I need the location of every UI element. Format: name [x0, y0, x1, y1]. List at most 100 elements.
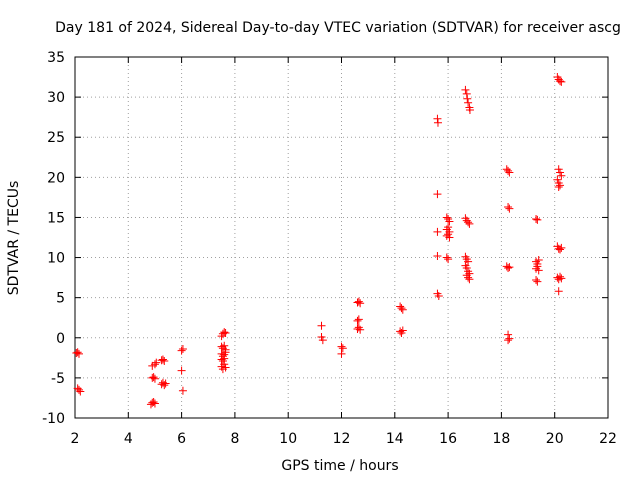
data-point-marker	[444, 255, 453, 264]
x-axis-label: GPS time / hours	[281, 458, 398, 474]
data-point-marker	[465, 275, 474, 284]
x-tick-label: 20	[546, 431, 564, 447]
data-point-marker	[150, 399, 159, 408]
data-point-marker	[464, 273, 473, 282]
data-point-marker	[398, 305, 407, 314]
data-point-marker	[556, 77, 565, 86]
data-point-marker	[149, 397, 158, 406]
y-tick-label: 35	[47, 50, 65, 66]
data-point-marker	[533, 277, 542, 286]
data-point-marker	[433, 114, 442, 123]
data-point-marker	[557, 77, 566, 86]
data-point-marker	[556, 245, 565, 254]
data-point-marker	[337, 342, 346, 351]
data-point-marker	[462, 263, 471, 272]
x-tick-label: 22	[599, 431, 617, 447]
x-tick-label: 6	[177, 431, 186, 447]
data-point-marker	[221, 348, 230, 357]
data-point-marker	[504, 263, 513, 272]
y-tick-label: 20	[47, 170, 65, 186]
data-point-marker	[356, 299, 365, 308]
data-point-marker	[160, 357, 169, 366]
data-point-marker	[557, 274, 566, 283]
data-point-marker	[221, 363, 230, 372]
data-point-marker	[433, 227, 442, 236]
x-tick-label: 14	[386, 431, 404, 447]
data-point-marker	[444, 230, 453, 239]
x-tick-label: 18	[492, 431, 510, 447]
x-tick-labels: 2 4 6 8 10 12 14 16 18 20 22	[71, 431, 617, 447]
data-point-marker	[532, 276, 541, 285]
data-point-marker	[221, 328, 230, 337]
data-point-marker	[462, 89, 471, 98]
y-tick-label: 10	[47, 251, 65, 267]
data-point-marker	[356, 325, 365, 334]
data-point-marker	[557, 171, 566, 180]
data-point-marker	[533, 262, 542, 271]
data-point-marker	[554, 182, 563, 191]
y-tick-labels: -10 -5 0 5 10 15 20 25 30 35	[42, 50, 65, 427]
data-point-marker	[505, 168, 514, 177]
data-point-marker	[397, 304, 406, 313]
data-point-marker	[337, 349, 346, 358]
data-point-marker	[150, 374, 159, 383]
data-point-marker	[553, 175, 562, 184]
data-point-marker	[158, 355, 167, 364]
data-point-marker	[533, 215, 542, 224]
data-point-marker	[464, 257, 473, 266]
x-tick-label: 8	[230, 431, 239, 447]
y-tick-label: -10	[42, 411, 65, 427]
y-tick-label: -5	[51, 371, 65, 387]
data-point-marker	[505, 334, 514, 343]
data-point-marker	[464, 218, 473, 227]
data-point-marker	[445, 217, 454, 226]
data-point-marker	[76, 387, 85, 396]
data-point-marker	[73, 348, 82, 357]
data-point-marker	[557, 243, 566, 252]
data-point-marker	[433, 190, 442, 199]
plot-frame	[74, 56, 609, 419]
data-point-marker	[353, 316, 362, 325]
data-point-marker	[317, 332, 326, 341]
data-point-marker	[534, 266, 543, 275]
data-point-marker	[434, 292, 443, 301]
x-tick-label: 12	[333, 431, 351, 447]
data-point-marker	[433, 251, 442, 260]
data-point-marker	[74, 349, 83, 358]
data-point-marker	[398, 326, 407, 335]
data-point-marker	[465, 219, 474, 228]
data-point-marker	[461, 85, 470, 94]
data-point-marker	[465, 105, 474, 114]
data-point-marker	[444, 223, 453, 232]
y-tick-label: 5	[56, 291, 65, 307]
data-point-marker	[532, 215, 541, 224]
data-point-marker	[504, 203, 513, 212]
data-point-marker	[338, 344, 347, 353]
data-point-marker	[554, 287, 563, 296]
data-point-marker	[442, 213, 451, 222]
data-point-marker	[152, 358, 161, 367]
data-point-marker	[534, 255, 543, 264]
data-point-marker	[317, 321, 326, 330]
data-point-marker	[161, 379, 170, 388]
data-point-marker	[177, 346, 186, 355]
data-point-marker	[220, 328, 229, 337]
data-point-marker	[220, 360, 229, 369]
data-point-marker	[220, 341, 229, 350]
data-point-marker	[149, 373, 158, 382]
data-point-marker	[554, 165, 563, 174]
data-point-marker	[556, 272, 565, 281]
data-point-marker	[433, 118, 442, 127]
data-point-marker	[177, 366, 186, 375]
data-points	[72, 73, 566, 409]
y-tick-label: 25	[47, 130, 65, 146]
x-tick-label: 4	[124, 431, 133, 447]
data-point-marker	[318, 336, 327, 345]
data-point-marker	[505, 263, 514, 272]
data-point-marker	[74, 385, 83, 394]
data-point-marker	[505, 204, 514, 213]
y-axis-label: SDTVAR / TECUs	[6, 181, 22, 296]
data-point-marker	[463, 94, 472, 103]
x-tick-label: 10	[279, 431, 297, 447]
